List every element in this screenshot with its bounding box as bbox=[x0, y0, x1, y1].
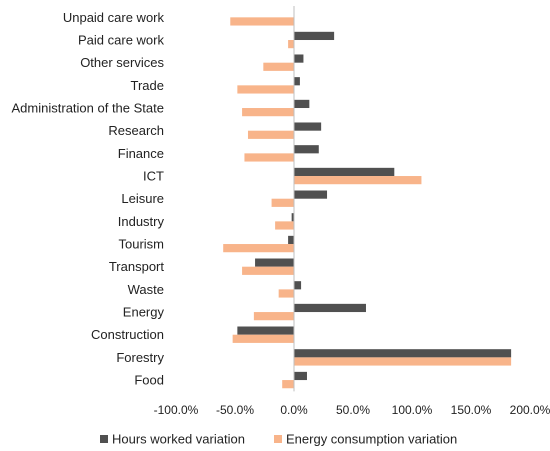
bar-hours-worked-variation-transport bbox=[255, 258, 294, 267]
bar-hours-worked-variation-trade bbox=[294, 77, 300, 86]
bar-hours-worked-variation-finance bbox=[294, 145, 319, 154]
bar-hours-worked-variation-waste bbox=[294, 281, 302, 290]
bar-energy-consumption-variation-construction bbox=[232, 334, 294, 343]
x-tick-label: -100.0% bbox=[154, 403, 199, 417]
x-tick-label: 100.0% bbox=[392, 403, 433, 417]
bar-hours-worked-variation-other-services bbox=[294, 54, 304, 63]
bar-hours-worked-variation-research bbox=[294, 122, 322, 131]
bar-energy-consumption-variation-administration-of-the-state bbox=[242, 108, 294, 117]
bar-energy-consumption-variation-ict bbox=[294, 176, 422, 185]
bar-hours-worked-variation-energy bbox=[294, 303, 366, 313]
bar-energy-consumption-variation-energy bbox=[253, 312, 294, 321]
category-label-unpaid-care-work: Unpaid care work bbox=[63, 10, 165, 25]
bar-energy-consumption-variation-trade bbox=[237, 85, 294, 94]
legend-label-hours-worked-variation: Hours worked variation bbox=[112, 432, 245, 447]
category-label-industry: Industry bbox=[118, 214, 165, 229]
category-label-paid-care-work: Paid care work bbox=[78, 33, 164, 48]
category-label-waste: Waste bbox=[128, 282, 164, 297]
legend-label-energy-consumption-variation: Energy consumption variation bbox=[286, 432, 457, 447]
category-label-other-services: Other services bbox=[80, 55, 164, 70]
bar-energy-consumption-variation-paid-care-work bbox=[288, 40, 294, 49]
category-label-leisure: Leisure bbox=[121, 191, 164, 206]
bar-hours-worked-variation-construction bbox=[237, 326, 294, 335]
category-label-administration-of-the-state: Administration of the State bbox=[12, 101, 164, 116]
category-label-forestry: Forestry bbox=[116, 350, 164, 365]
x-tick-label: 200.0% bbox=[510, 403, 550, 417]
x-tick-labels: -100.0% -50.0% 0.0% 50.0% 100.0% 150.0% 200.0% bbox=[154, 403, 550, 417]
x-tick-label: 0.0% bbox=[280, 403, 308, 417]
x-tick-label: 50.0% bbox=[336, 403, 370, 417]
bar-energy-consumption-variation-research bbox=[247, 130, 294, 139]
legend-swatch-energy-consumption-variation bbox=[274, 435, 282, 443]
bar-hours-worked-variation-industry bbox=[291, 213, 294, 222]
bar-energy-consumption-variation-unpaid-care-work bbox=[230, 17, 294, 26]
category-labels: Unpaid care work Paid care work Other serv… bbox=[12, 10, 165, 388]
x-tick-label: -50.0% bbox=[216, 403, 254, 417]
bar-hours-worked-variation-administration-of-the-state bbox=[294, 99, 310, 109]
bar-energy-consumption-variation-transport bbox=[242, 266, 294, 275]
bar-energy-consumption-variation-leisure bbox=[271, 198, 294, 207]
bar-hours-worked-variation-tourism bbox=[288, 235, 294, 245]
bar-energy-consumption-variation-waste bbox=[278, 289, 294, 298]
bar-energy-consumption-variation-food bbox=[282, 380, 294, 389]
category-label-ict: ICT bbox=[143, 169, 164, 184]
category-label-construction: Construction bbox=[91, 327, 164, 342]
legend: Hours worked variation Energy consumption… bbox=[100, 432, 457, 447]
category-label-tourism: Tourism bbox=[118, 237, 164, 252]
bar-energy-consumption-variation-tourism bbox=[223, 244, 294, 253]
category-label-research: Research bbox=[108, 123, 164, 138]
bar-energy-consumption-variation-forestry bbox=[294, 357, 512, 366]
category-label-finance: Finance bbox=[118, 146, 164, 161]
bar-hours-worked-variation-paid-care-work bbox=[294, 31, 335, 41]
category-label-trade: Trade bbox=[131, 78, 164, 93]
bars-layer bbox=[223, 17, 512, 389]
category-label-transport: Transport bbox=[109, 259, 165, 274]
x-tick-label: 150.0% bbox=[451, 403, 492, 417]
bar-energy-consumption-variation-finance bbox=[244, 153, 294, 162]
legend-swatch-hours-worked-variation bbox=[100, 435, 108, 443]
bar-hours-worked-variation-forestry bbox=[294, 349, 512, 358]
bar-hours-worked-variation-leisure bbox=[294, 190, 328, 199]
bar-energy-consumption-variation-industry bbox=[275, 221, 294, 230]
category-label-energy: Energy bbox=[123, 305, 165, 320]
bar-hours-worked-variation-food bbox=[294, 371, 307, 381]
bar-hours-worked-variation-ict bbox=[294, 167, 395, 177]
bar-energy-consumption-variation-other-services bbox=[263, 62, 294, 71]
category-label-food: Food bbox=[134, 373, 164, 388]
